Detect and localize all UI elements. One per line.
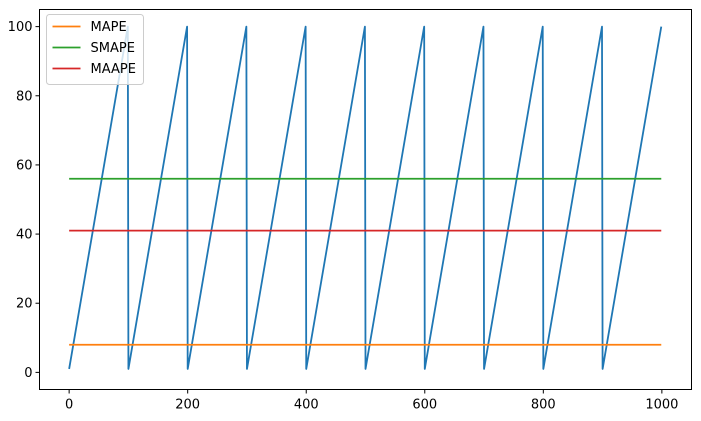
series-line-0 xyxy=(68,25,663,370)
x-tick-label: 0 xyxy=(65,398,73,413)
legend-label-smape: SMAPE xyxy=(91,41,135,56)
legend: MAPE SMAPE MAAPE xyxy=(46,14,144,85)
y-tick-label: 0 xyxy=(24,366,32,381)
y-tick-label: 60 xyxy=(16,158,33,173)
y-tick-label: 20 xyxy=(16,297,33,312)
legend-label-maape: MAAPE xyxy=(91,62,136,77)
x-tick-label: 200 xyxy=(175,398,200,413)
x-tick-label: 600 xyxy=(412,398,437,413)
x-axis: 0 200 400 600 800 1000 xyxy=(65,389,678,413)
y-tick-label: 80 xyxy=(16,89,33,104)
series-layer xyxy=(68,25,663,370)
x-tick-label: 800 xyxy=(531,398,556,413)
legend-label-mape: MAPE xyxy=(91,20,127,35)
legend-box xyxy=(46,14,144,85)
y-tick-label: 40 xyxy=(16,228,33,243)
plot-frame xyxy=(39,9,692,390)
x-tick-label: 1000 xyxy=(645,398,678,413)
x-tick-label: 400 xyxy=(294,398,319,413)
y-tick-label: 100 xyxy=(8,20,33,35)
y-axis: 0 20 40 60 80 100 xyxy=(8,20,40,381)
